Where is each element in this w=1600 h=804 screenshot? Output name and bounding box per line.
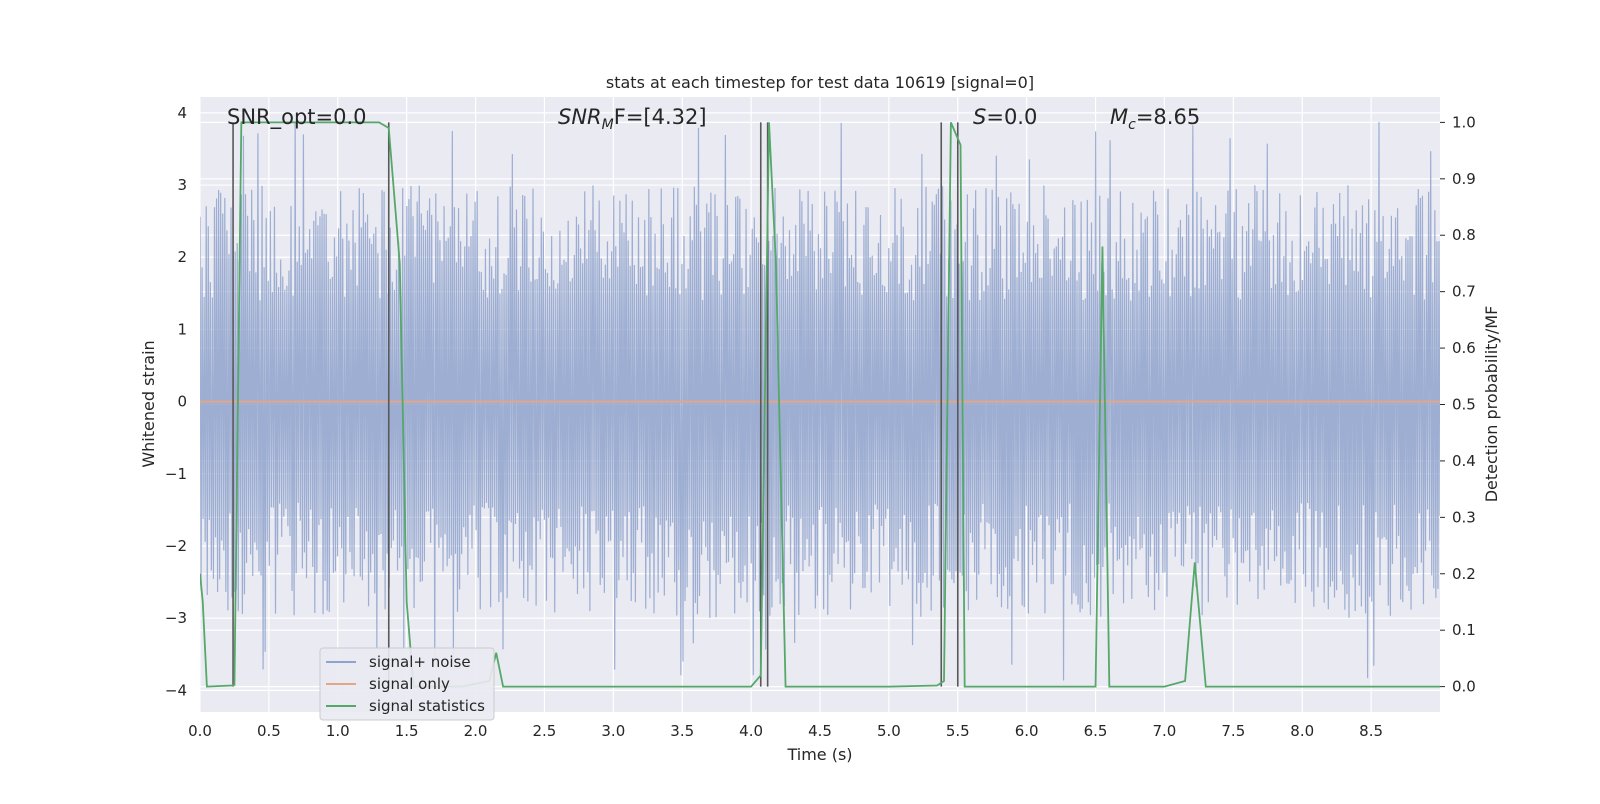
x-tick-label: 2.5 [533,722,557,740]
legend-label-stats: signal statistics [369,697,485,715]
y-tick-label: 3 [177,176,187,194]
x-tick-label: 1.5 [395,722,419,740]
y-tick-label: −4 [165,681,187,699]
x-tick-label: 3.5 [670,722,694,740]
x-tick-label: 0.5 [257,722,281,740]
annotation-snr-mf-sub: M [602,117,614,133]
series-signal-statistics [200,121,1440,688]
x-tick-label: 3.0 [601,722,625,740]
y-right-tick-label: 0.9 [1452,170,1476,188]
annotation-snr-mf: SNRMF=[4.32] [558,105,707,133]
series-signal-noise [200,121,1440,681]
x-tick-label: 7.0 [1153,722,1177,740]
y-tick-label: 1 [177,320,187,338]
x-tick-label: 5.5 [946,722,970,740]
annotation-mc: Mc=8.65 [1110,105,1200,133]
y-right-tick-label: 0.4 [1452,452,1476,470]
x-tick-label: 8.0 [1290,722,1314,740]
legend-entry: signal statistics [326,697,485,715]
y-axis-left: 4 3 2 1 0 −1 −2 −3 −4 [165,104,187,699]
legend-entry: signal only [326,675,450,693]
y-axis-label: Whitened strain [139,340,158,467]
x-tick-label: 0.0 [188,722,212,740]
y-tick-label: 4 [177,104,187,122]
y-tick-label: 0 [177,393,187,411]
x-tick-label: 8.5 [1359,722,1383,740]
y-tick-label: −3 [165,609,187,627]
y-right-tick-label: 0.6 [1452,339,1476,357]
x-tick-label: 7.5 [1221,722,1245,740]
annotation-mc-main: M [1110,105,1128,129]
plot-content [200,121,1440,688]
annotation-snr-mf-rest: F=[4.32] [614,105,707,129]
annotation-mc-rest: =8.65 [1136,105,1200,129]
x-axis: 0.0 0.5 1.0 1.5 2.0 2.5 3.0 3.5 4.0 4.5 5.0 5.5 6.0 6… [188,722,1383,740]
y-right-tick-label: 0.5 [1452,396,1476,414]
y-tick-label: −1 [165,465,187,483]
y-right-tick-label: 0.8 [1452,226,1476,244]
legend-label-noise: signal+ noise [369,653,471,671]
y-axis-right: 1.0 0.9 0.8 0.7 0.6 0.5 0.4 0.3 0.2 0.1 0.0 [1440,113,1476,696]
annotation-s-main: S [973,105,986,129]
y-right-tick-label: 0.0 [1452,678,1476,696]
y-right-tick-label: 1.0 [1452,113,1476,131]
legend-entry: signal+ noise [326,653,471,671]
y-right-tick-label: 0.7 [1452,283,1476,301]
annotation-s-rest: =0.0 [986,105,1037,129]
y-axis-right-label: Detection probability/MF [1482,306,1501,503]
annotation-snr-opt: SNR_opt=0.0 [227,105,367,130]
annotation-mc-sub: c [1128,117,1136,133]
chart-title: stats at each timestep for test data 106… [606,73,1034,92]
y-right-tick-label: 0.3 [1452,508,1476,526]
y-tick-label: 2 [177,248,187,266]
legend-label-signal: signal only [369,675,450,693]
y-tick-label: −2 [165,537,187,555]
y-right-tick-label: 0.2 [1452,565,1476,583]
y-right-tick-label: 0.1 [1452,621,1476,639]
x-tick-label: 1.0 [326,722,350,740]
x-tick-label: 4.5 [808,722,832,740]
legend-box [319,647,495,721]
legend: signal+ noise signal only signal statist… [319,647,495,721]
x-tick-label: 6.5 [1084,722,1108,740]
annotation-snr-opt-text: SNR_opt=0.0 [227,105,367,130]
x-tick-label: 5.0 [877,722,901,740]
x-tick-label: 6.0 [1015,722,1039,740]
x-axis-label: Time (s) [786,745,852,764]
x-tick-label: 4.0 [739,722,763,740]
annotation-snr-mf-main: SNR [558,105,602,129]
annotation-s: S=0.0 [973,105,1037,129]
x-tick-label: 2.0 [464,722,488,740]
